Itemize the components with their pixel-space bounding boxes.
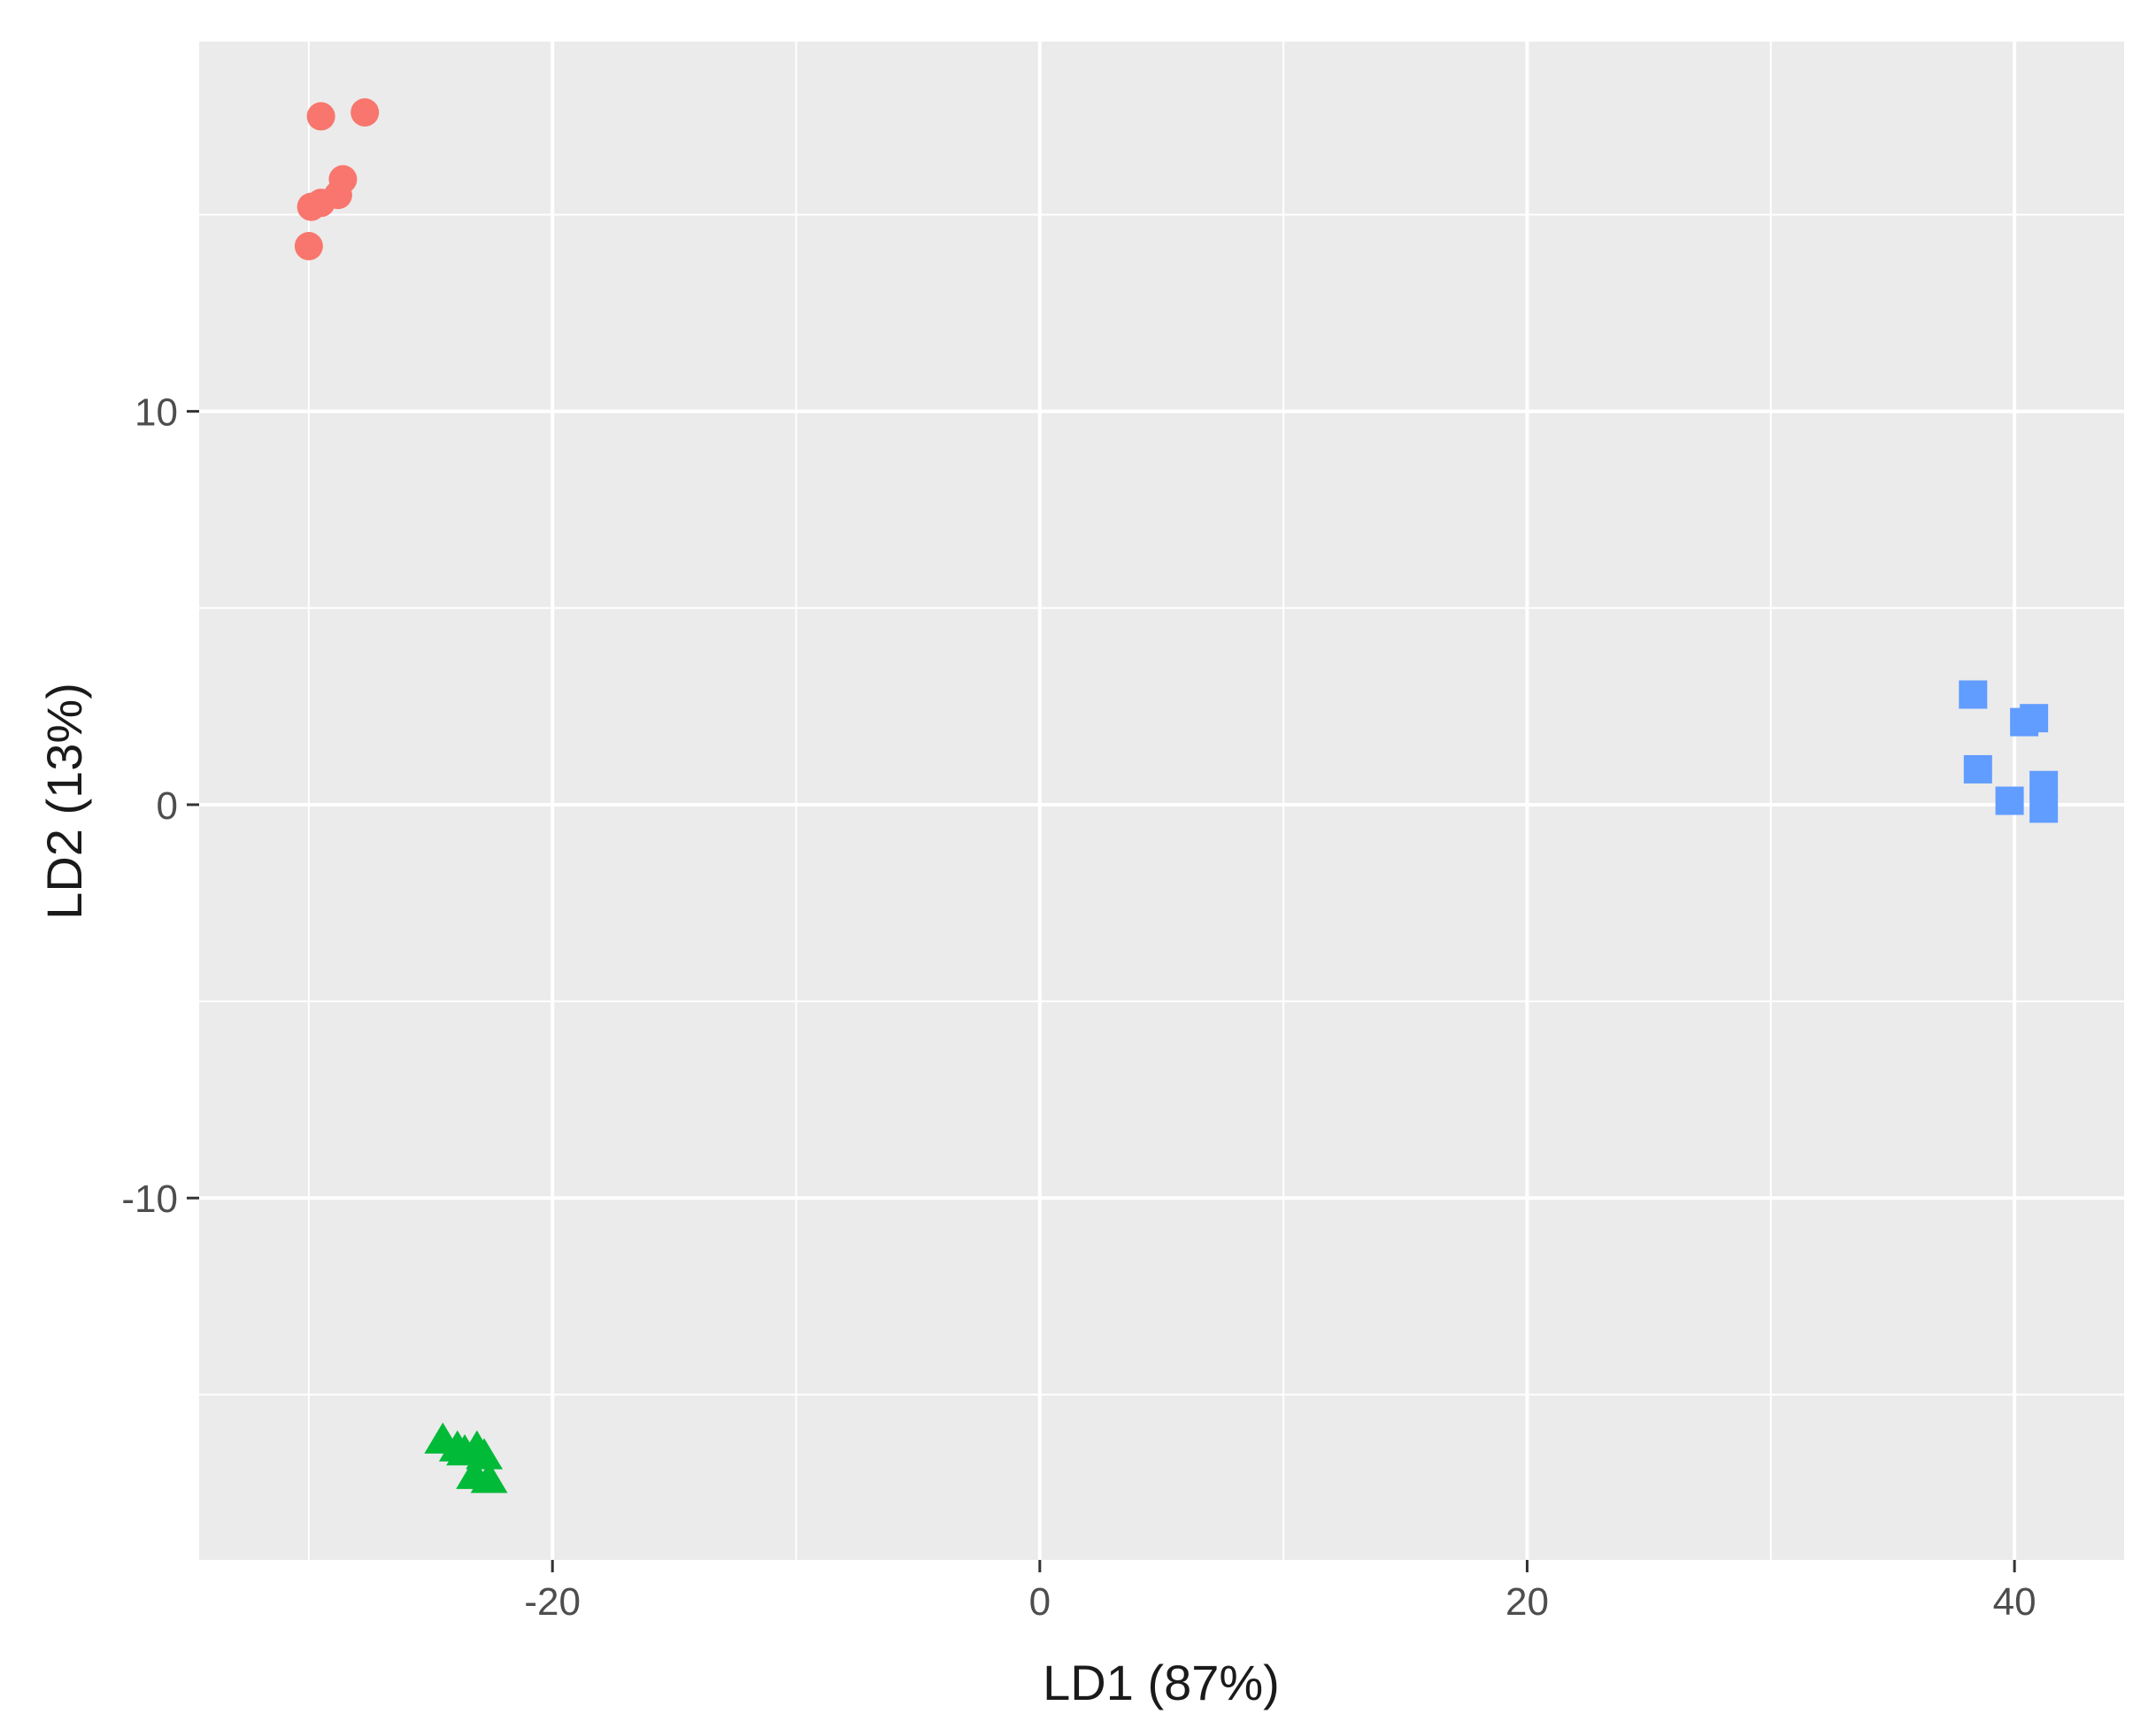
- data-point-circle: [306, 102, 335, 131]
- y-axis-ticks: -10 0 10: [121, 391, 199, 1221]
- x-tick-label: 0: [1029, 1580, 1051, 1624]
- y-tick-label: 0: [157, 784, 178, 828]
- data-point-circle: [306, 189, 335, 218]
- data-point-triangle: [470, 1462, 508, 1494]
- y-axis-title: LD2 (13%): [36, 683, 92, 920]
- x-tick-label: 20: [1505, 1580, 1549, 1624]
- data-point-square: [2020, 704, 2049, 733]
- x-tick-label: 40: [1993, 1580, 2037, 1624]
- data-point-square: [1963, 754, 1992, 783]
- data-points: [294, 97, 2059, 1494]
- y-tick-label: -10: [121, 1177, 178, 1221]
- plot-panel: [199, 42, 2124, 1560]
- series-circle-group: [294, 97, 380, 261]
- minor-gridlines: [199, 42, 2124, 1560]
- x-axis-title: LD1 (87%): [1043, 1655, 1280, 1710]
- major-gridlines: [199, 42, 2124, 1560]
- data-point-square: [1995, 786, 2024, 815]
- series-square-group: [1959, 680, 2059, 823]
- data-point-square: [1959, 680, 1988, 709]
- data-point-circle: [294, 232, 323, 261]
- x-tick-label: -20: [524, 1580, 581, 1624]
- y-tick-label: 10: [135, 391, 178, 435]
- series-triangle-group: [424, 1422, 508, 1494]
- data-point-triangle: [446, 1434, 483, 1466]
- data-point-square: [2029, 794, 2059, 823]
- x-axis-ticks: -20 0 20 40: [524, 1560, 2037, 1624]
- data-point-circle: [350, 97, 380, 127]
